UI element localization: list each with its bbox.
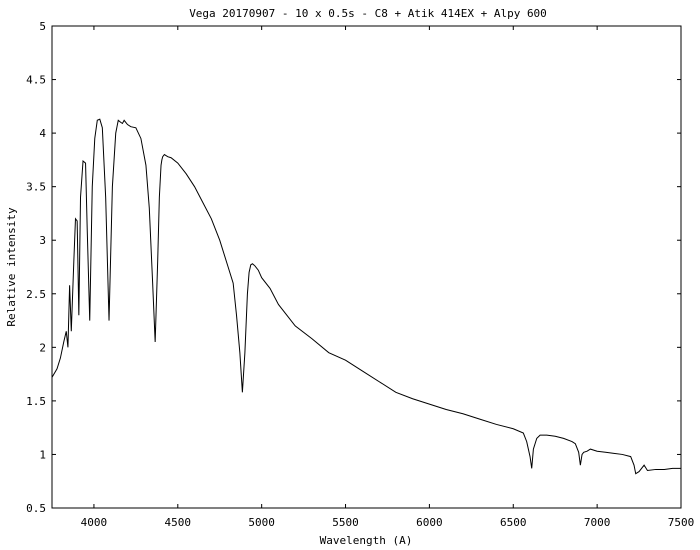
y-tick-label: 4.5 bbox=[26, 74, 46, 87]
y-tick-label: 1.5 bbox=[26, 395, 46, 408]
y-tick-label: 2 bbox=[39, 341, 46, 354]
x-axis-label: Wavelength (A) bbox=[320, 534, 413, 547]
y-tick-label: 2.5 bbox=[26, 288, 46, 301]
y-tick-label: 1 bbox=[39, 448, 46, 461]
x-tick-label: 5500 bbox=[332, 516, 359, 529]
y-tick-label: 0.5 bbox=[26, 502, 46, 515]
y-tick-label: 4 bbox=[39, 127, 46, 140]
spectrum-series-line bbox=[51, 118, 681, 475]
x-axis-ticks: 4000 4500 5000 5500 6000 6500 7000 7500 bbox=[81, 26, 695, 529]
y-axis-label: Relative intensity bbox=[5, 207, 18, 327]
x-tick-label: 7000 bbox=[584, 516, 611, 529]
x-tick-label: 4000 bbox=[81, 516, 108, 529]
chart-title: Vega 20170907 - 10 x 0.5s - C8 + Atik 41… bbox=[189, 7, 547, 20]
x-tick-label: 4500 bbox=[165, 516, 192, 529]
y-tick-label: 5 bbox=[39, 20, 46, 33]
x-tick-label: 6000 bbox=[416, 516, 443, 529]
x-tick-label: 7500 bbox=[668, 516, 695, 529]
x-tick-label: 5000 bbox=[248, 516, 275, 529]
y-tick-label: 3.5 bbox=[26, 181, 46, 194]
y-axis-ticks: 0.5 1 1.5 2 2.5 3 3.5 4 4.5 5 bbox=[26, 20, 681, 515]
x-tick-label: 6500 bbox=[500, 516, 527, 529]
plot-frame bbox=[51, 25, 682, 509]
y-tick-label: 3 bbox=[39, 234, 46, 247]
